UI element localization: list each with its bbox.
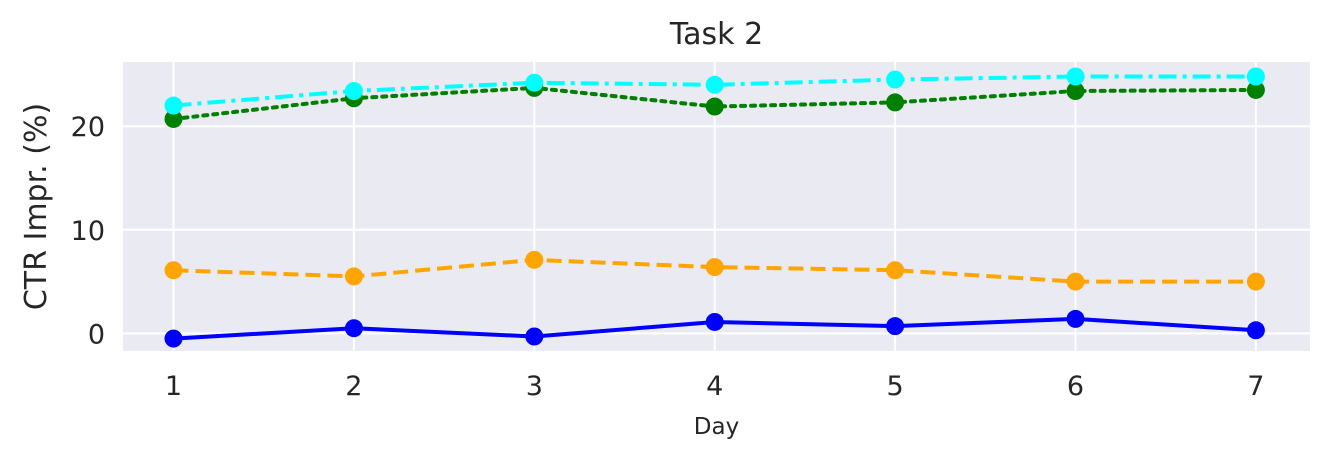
series-1-point <box>705 312 724 331</box>
y-tick-label: 10 <box>71 216 105 247</box>
series-layer <box>164 67 1265 348</box>
series-2-point <box>1246 272 1265 291</box>
x-tick-label: 1 <box>165 371 182 402</box>
series-3-point <box>705 97 724 116</box>
series-1-point <box>525 327 544 346</box>
series-2-point <box>886 261 905 280</box>
series-1-point <box>1066 309 1085 328</box>
x-axis-label: Day <box>694 414 739 440</box>
series-4-point <box>705 75 724 94</box>
x-tick-label: 6 <box>1067 371 1084 402</box>
y-axis-label: CTR Impr. (%) <box>19 103 54 310</box>
chart-title: Task 2 <box>669 17 763 52</box>
series-4-point <box>1246 67 1265 86</box>
series-2-point <box>344 267 363 286</box>
series-3-point <box>1066 82 1085 101</box>
series-4-point <box>525 73 544 92</box>
x-tick-label: 4 <box>706 371 723 402</box>
series-3-point <box>164 109 183 128</box>
series-1-point <box>886 317 905 336</box>
tick-labels: 1 2 3 4 5 6 7 0 10 20 <box>71 112 1265 402</box>
series-1-point <box>344 319 363 338</box>
series-4-point <box>164 96 183 115</box>
series-2-point <box>705 258 724 277</box>
x-tick-label: 3 <box>526 371 543 402</box>
series-1-point <box>164 329 183 348</box>
series-2-point <box>525 250 544 269</box>
series-4-point <box>1066 67 1085 86</box>
series-3-point <box>886 93 905 112</box>
series-4 <box>164 67 1265 115</box>
series-3-point <box>1246 80 1265 99</box>
series-2-point <box>1066 272 1085 291</box>
x-tick-label: 5 <box>886 371 903 402</box>
x-tick-label: 2 <box>345 371 362 402</box>
series-2 <box>164 250 1265 291</box>
series-2-point <box>164 261 183 280</box>
grid-lines <box>123 62 1310 351</box>
series-1 <box>164 309 1265 348</box>
series-4-point <box>886 70 905 89</box>
series-4-point <box>344 82 363 101</box>
y-tick-label: 0 <box>88 319 105 350</box>
y-tick-label: 20 <box>71 112 105 143</box>
series-1-point <box>1246 321 1265 340</box>
x-tick-label: 7 <box>1247 371 1264 402</box>
